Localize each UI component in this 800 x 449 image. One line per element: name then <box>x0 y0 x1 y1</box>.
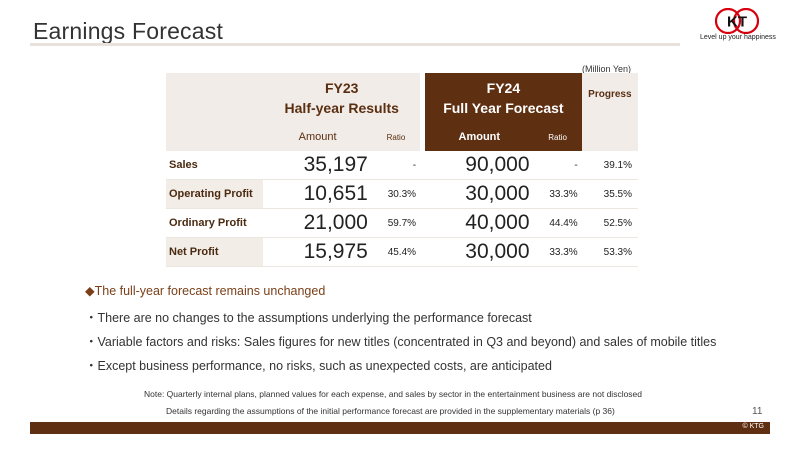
fy23-amount-label: Amount <box>263 123 372 151</box>
fy24-header: FY24 Full Year Forecast <box>425 73 582 123</box>
header-blank-cell <box>166 73 264 151</box>
fy24-amount: 40,000 <box>425 208 534 238</box>
table-subheader-row: Amount Ratio Amount Ratio <box>166 123 638 151</box>
fy24-period: Full Year Forecast <box>443 100 564 116</box>
table-header-row: FY23 Half-year Results FY24 Full Year Fo… <box>166 73 638 151</box>
bullet-item: ・There are no changes to the assumptions… <box>85 311 532 325</box>
progress-value: 53.3% <box>581 237 638 267</box>
table-row: Sales 35,197 - 90,000 - 39.1% <box>166 151 638 180</box>
unit-note: (Million Yen) <box>582 64 632 74</box>
logo-tagline: Level up your happiness <box>700 34 776 41</box>
fy24-amount: 30,000 <box>425 237 534 267</box>
fy23-year: FY23 <box>324 80 359 96</box>
table-row: Ordinary Profit 21,000 59.7% 40,000 44.4… <box>166 208 638 238</box>
copyright: © KTG <box>742 423 765 430</box>
bullet-item: ・Except business performance, no risks, … <box>85 359 552 373</box>
row-label: Ordinary Profit <box>166 208 264 238</box>
footnote: Details regarding the assumptions of the… <box>166 406 615 416</box>
fy24-ratio: 33.3% <box>533 237 582 267</box>
fy23-amount: 10,651 <box>263 179 372 209</box>
table-row: Operating Profit 10,651 30.3% 30,000 33.… <box>166 179 638 209</box>
bullet-headline: ◆The full-year forecast remains unchange… <box>85 284 326 298</box>
fy23-ratio: 59.7% <box>371 208 421 238</box>
bullet-item: ・Variable factors and risks: Sales figur… <box>85 335 717 349</box>
fy23-header: FY23 Half-year Results <box>263 73 421 123</box>
fy23-amount: 35,197 <box>263 151 372 180</box>
progress-value: 52.5% <box>581 208 638 238</box>
progress-value: 39.1% <box>581 151 638 180</box>
fy23-period: Half-year Results <box>284 100 399 116</box>
title-underline <box>30 43 680 46</box>
fy24-ratio: 33.3% <box>533 179 582 209</box>
fy23-amount: 21,000 <box>263 208 372 238</box>
company-logo: KT Level up your happiness <box>700 8 786 46</box>
fy24-ratio: 44.4% <box>533 208 582 238</box>
page-title: Earnings Forecast <box>33 18 224 44</box>
fy23-ratio: 30.3% <box>371 179 421 209</box>
earnings-table: FY23 Half-year Results FY24 Full Year Fo… <box>166 73 638 267</box>
svg-text:KT: KT <box>727 14 747 31</box>
row-label: Net Profit <box>166 237 264 267</box>
footer-bar: © KTG <box>30 422 770 434</box>
page-number: 11 <box>752 406 763 417</box>
row-label: Operating Profit <box>166 179 264 209</box>
fy24-year: FY24 <box>486 80 521 96</box>
fy24-amount: 90,000 <box>425 151 534 180</box>
row-label: Sales <box>166 151 264 180</box>
fy23-ratio: - <box>371 151 421 180</box>
fy24-ratio-label: Ratio <box>533 123 582 151</box>
fy24-amount: 30,000 <box>425 179 534 209</box>
fy23-ratio: 45.4% <box>371 237 421 267</box>
fy24-ratio: - <box>533 151 582 180</box>
footnote: Note: Quarterly internal plans, planned … <box>144 389 643 399</box>
kt-logo-icon: KT <box>715 8 759 34</box>
fy23-ratio-label: Ratio <box>371 123 421 151</box>
progress-header: Progress <box>581 73 638 151</box>
table-row: Net Profit 15,975 45.4% 30,000 33.3% 53.… <box>166 237 638 267</box>
progress-value: 35.5% <box>581 179 638 209</box>
fy24-amount-label: Amount <box>425 123 534 151</box>
fy23-amount: 15,975 <box>263 237 372 267</box>
